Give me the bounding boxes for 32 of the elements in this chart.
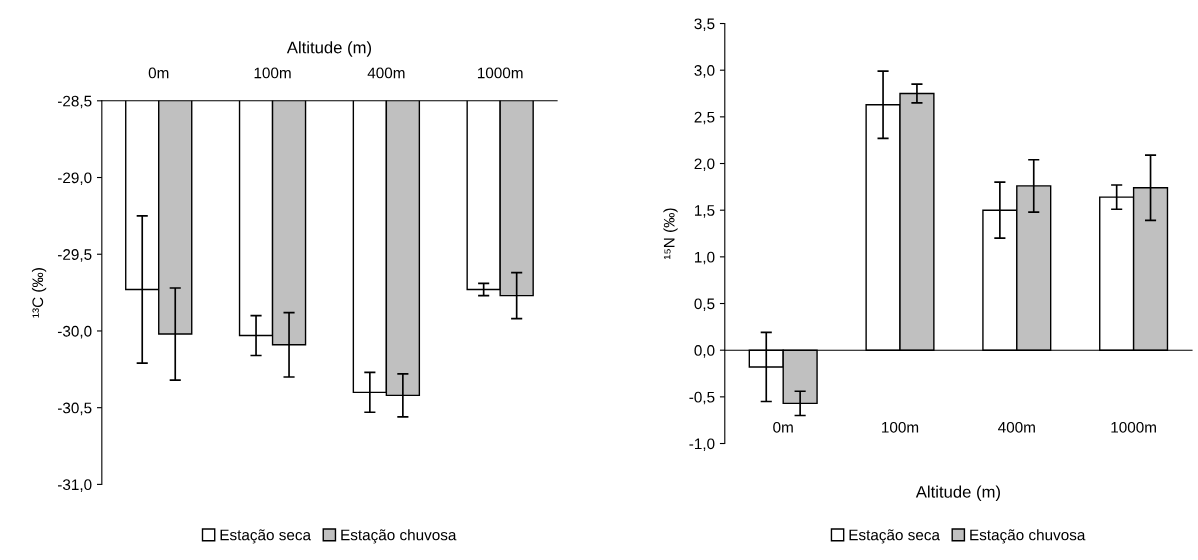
x-tick-label: 0m (773, 421, 793, 433)
y-tick-label: -1,0 (689, 438, 715, 452)
y-tick-label: 1,5 (695, 205, 715, 218)
x-tick-label: 1000m (1111, 421, 1156, 433)
y-tick-label: 0,0 (694, 345, 715, 358)
x-tick-label: 400m (998, 421, 1035, 433)
y-tick-label: -29,0 (57, 172, 92, 186)
x-tick-label: 100m (882, 421, 919, 433)
y-tick-label: 2,0 (694, 158, 715, 172)
y-tick-label: 1,0 (695, 251, 715, 265)
y-tick-label: -30,0 (57, 325, 92, 339)
legend-label: Estação seca (849, 529, 940, 544)
y-tick-label: -29,5 (57, 249, 92, 262)
y-tick-label: -28,5 (57, 95, 92, 109)
legend-label: Estação chuvosa (341, 529, 457, 544)
x-axis-title: Altitude (m) (915, 485, 1000, 502)
x-tick-label: 1000m (477, 67, 523, 79)
y-tick-label: 2,5 (694, 111, 715, 125)
legend-label: Estação seca (220, 529, 312, 544)
y-axis-title: ¹³C (‰) (31, 268, 47, 318)
x-tick-label: 0m (148, 67, 169, 79)
y-tick-label: 3,0 (694, 65, 715, 78)
y-tick-label: -0,5 (689, 391, 715, 405)
y-tick-label: 3,5 (694, 18, 715, 32)
x-axis-title: Altitude (m) (286, 41, 372, 57)
x-tick-label: 400m (367, 67, 405, 79)
x-tick-label: 100m (254, 67, 291, 79)
legend-label: Estação chuvosa (970, 529, 1086, 544)
y-tick-label: -30,5 (57, 402, 92, 416)
y-tick-label: 0,5 (694, 298, 715, 312)
y-tick-label: -31,0 (57, 479, 92, 492)
y-axis-title: ¹⁵N (‰) (663, 208, 678, 259)
